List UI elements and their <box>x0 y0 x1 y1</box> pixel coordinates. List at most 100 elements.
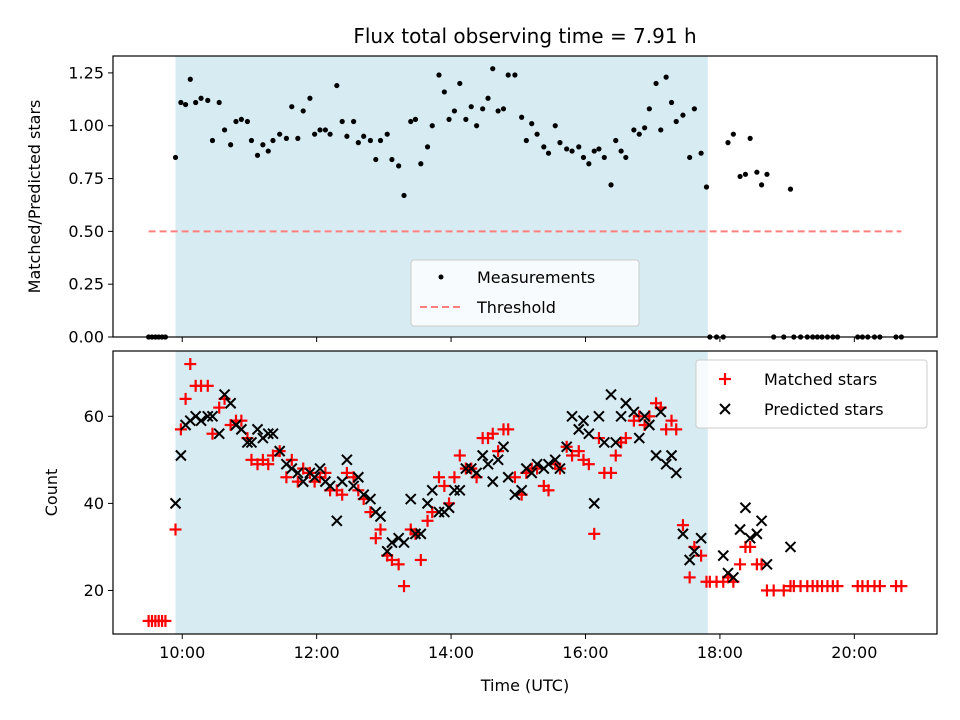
legend-predicted-marker <box>719 403 731 415</box>
predicted-star-point <box>352 471 365 483</box>
predicted-star-point <box>347 480 360 492</box>
measurement-point <box>523 137 529 144</box>
measurement-point <box>747 135 753 141</box>
measurement-point <box>317 127 323 133</box>
predicted-star-point <box>336 475 348 488</box>
measurement-point <box>300 108 306 114</box>
measurement-point <box>512 72 518 78</box>
predicted-star-point <box>744 532 756 544</box>
matched-star-point <box>432 471 445 484</box>
predicted-star-point <box>386 536 398 549</box>
measurement-point <box>429 123 435 129</box>
predicted-star-point <box>273 445 286 457</box>
predicted-star-point <box>605 388 617 401</box>
predicted-star-point <box>643 419 656 431</box>
measurement-point <box>373 156 379 163</box>
matched-star-point <box>206 427 219 440</box>
predicted-star-point <box>497 441 510 453</box>
matched-star-point <box>895 580 908 593</box>
measurement-point <box>730 131 736 137</box>
matched-star-point <box>448 471 461 484</box>
measurement-point <box>725 140 731 146</box>
matched-star-point <box>695 549 708 562</box>
measurement-point <box>178 99 184 106</box>
x-tick-label: 20:00 <box>831 643 877 662</box>
measurement-point <box>468 104 474 110</box>
measurement-point <box>384 131 390 137</box>
predicted-star-point <box>655 406 667 418</box>
matched-star-point <box>676 519 689 532</box>
measurement-point <box>327 131 333 137</box>
predicted-star-point <box>235 423 248 436</box>
matched-star-point <box>542 484 555 497</box>
predicted-star-point <box>482 458 494 470</box>
predicted-star-point <box>688 545 701 557</box>
predicted-star-point <box>206 410 219 423</box>
measurement-point <box>424 144 431 150</box>
measurement-point <box>474 123 480 129</box>
predicted-star-point <box>454 484 466 497</box>
predicted-star-point <box>638 410 651 423</box>
matched-star-point <box>414 553 427 566</box>
predicted-star-point <box>628 406 640 418</box>
predicted-star-point <box>531 458 543 470</box>
matched-star-point <box>245 453 258 466</box>
measurement-point <box>408 118 414 125</box>
predicted-star-point <box>784 541 797 553</box>
legend-matched-marker <box>719 373 731 385</box>
measurement-point <box>642 125 648 131</box>
predicted-star-point <box>262 428 274 440</box>
predicted-star-point <box>213 428 225 440</box>
measurement-point <box>238 116 244 122</box>
predicted-star-point <box>286 462 298 475</box>
predicted-star-point <box>426 484 438 497</box>
predicted-star-point <box>665 449 678 462</box>
measurement-point <box>596 146 602 152</box>
predicted-star-point <box>542 458 555 470</box>
matched-star-point <box>665 414 678 427</box>
measurement-point <box>377 137 384 144</box>
measurement-point <box>396 163 402 169</box>
predicted-star-point <box>492 454 504 466</box>
predicted-star-point <box>308 471 321 483</box>
predicted-star-point <box>487 475 499 488</box>
predicted-star-point <box>502 471 514 483</box>
measurement-point <box>446 116 452 122</box>
measurement-point <box>519 114 525 120</box>
measurement-point <box>673 118 679 125</box>
predicted-star-point <box>670 467 682 479</box>
measurement-point <box>457 80 463 87</box>
predicted-star-point <box>509 488 521 501</box>
measurement-point <box>541 144 547 150</box>
measurement-point <box>283 135 290 141</box>
measurement-point <box>601 154 607 161</box>
predicted-star-point <box>218 388 231 401</box>
predicted-star-point <box>374 510 387 523</box>
predicted-star-point <box>341 454 353 466</box>
measurement-point <box>463 116 469 122</box>
predicted-star-point <box>660 458 672 470</box>
matched-star-point <box>486 427 499 440</box>
matched-star-point <box>670 423 683 436</box>
top-plot-frame <box>112 55 938 338</box>
measurement-point <box>198 95 204 101</box>
matched-star-point <box>660 423 673 436</box>
measurement-point <box>389 156 395 163</box>
legend-measurements-label: Measurements <box>477 268 595 287</box>
predicted-star-point <box>224 397 237 409</box>
measurement-point <box>187 76 193 82</box>
measurement-point <box>698 150 704 156</box>
predicted-star-point <box>683 554 696 566</box>
predicted-star-point <box>739 502 752 514</box>
measurement-point <box>737 173 743 180</box>
predicted-star-point <box>421 497 434 510</box>
predicted-star-point <box>381 545 393 557</box>
y-tick-label: 1.25 <box>68 63 104 82</box>
matched-star-point <box>453 449 466 462</box>
predicted-star-point <box>633 432 645 444</box>
predicted-star-point <box>549 454 561 466</box>
measurement-point <box>182 101 189 108</box>
matched-star-point <box>873 580 886 593</box>
measurement-point <box>485 95 491 101</box>
matched-star-point <box>572 445 585 458</box>
